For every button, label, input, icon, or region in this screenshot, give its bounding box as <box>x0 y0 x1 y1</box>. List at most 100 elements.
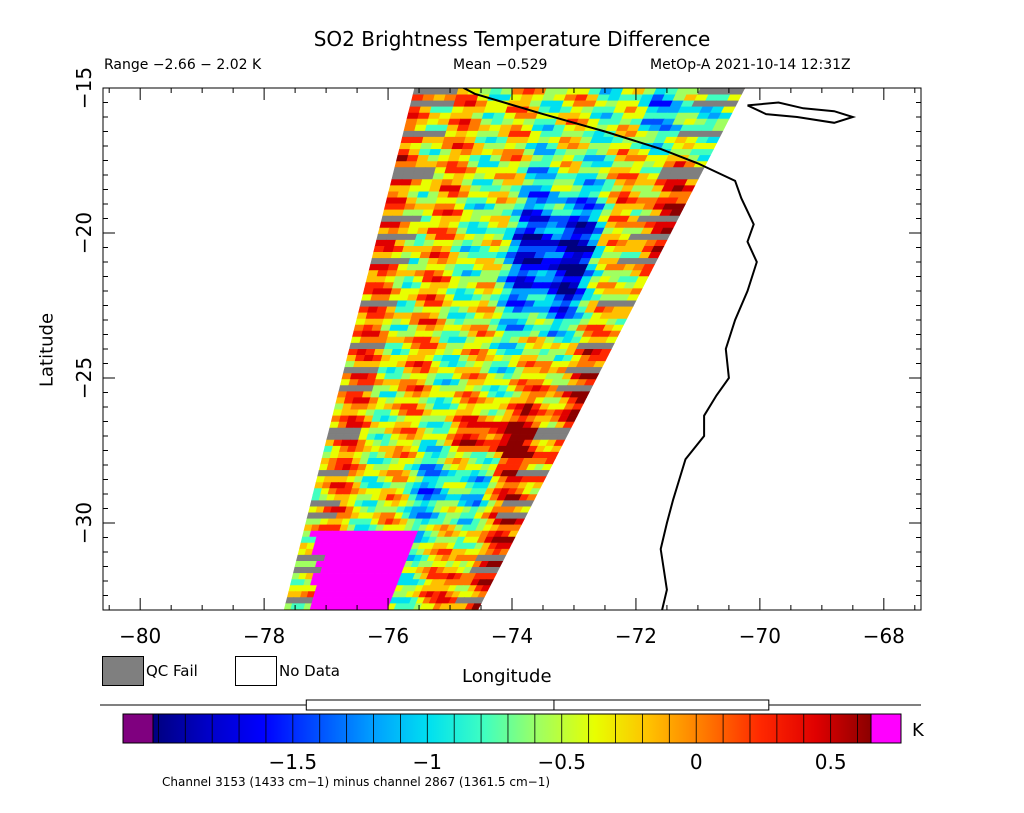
mean-text: Mean −0.529 <box>453 57 548 73</box>
x-axis-label: Longitude <box>462 666 552 687</box>
swath-cell <box>573 71 586 77</box>
colorbar-tick-label: −1.5 <box>269 750 318 774</box>
swath-cell <box>398 185 411 193</box>
swath-cell <box>432 609 440 610</box>
colorbar-tick-label: −1 <box>413 750 442 774</box>
swath-cell <box>451 143 465 150</box>
swath-cell <box>428 149 442 156</box>
qc-fail-swatch <box>102 656 144 686</box>
swath-cell <box>695 71 709 77</box>
y-tick-label: −15 <box>72 67 96 109</box>
swath-cell <box>417 112 431 120</box>
swath-cell <box>432 94 447 102</box>
swath-cell <box>401 173 415 180</box>
swath-cell <box>451 106 465 114</box>
swath-cell <box>584 71 597 77</box>
swath-cell <box>420 100 434 108</box>
swath-cell <box>406 155 420 162</box>
swath-cell <box>471 609 479 610</box>
swath-cell <box>493 77 506 83</box>
swath-cell <box>409 100 423 108</box>
swath-cell <box>415 161 428 168</box>
swath-cell <box>438 77 451 83</box>
swath-cell <box>408 185 422 193</box>
swath-cell <box>416 77 429 83</box>
swath-cell <box>405 118 419 126</box>
swath-cell <box>422 173 435 180</box>
swath-cell <box>395 155 409 162</box>
swath-cell <box>453 136 467 144</box>
swath-cell <box>435 124 449 132</box>
swath-cell <box>717 71 731 77</box>
x-tick-label: −78 <box>243 624 285 648</box>
swath-cell <box>706 71 720 77</box>
swath-cell <box>728 71 742 77</box>
swath-cell <box>714 77 728 83</box>
no-data-swatch <box>235 656 277 686</box>
swath-cell <box>431 100 445 108</box>
swath-cell <box>380 609 388 610</box>
colorbar-unit: K <box>912 720 924 741</box>
channel-footnote: Channel 3153 (1433 cm−1) minus channel 2… <box>162 775 551 789</box>
swath-cell <box>409 143 423 150</box>
swath-cell <box>385 233 398 241</box>
swath-cell <box>426 118 440 126</box>
swath-cell <box>359 300 371 308</box>
colorbar-gradient <box>152 713 872 744</box>
swath-cell <box>283 609 292 610</box>
swath-cell <box>692 77 706 83</box>
swath-cell <box>412 609 421 610</box>
swath-cell <box>484 71 497 77</box>
swath-cell <box>504 77 517 83</box>
swath-cell <box>429 106 443 114</box>
swath-cell <box>662 71 676 77</box>
x-tick-label: −68 <box>863 624 905 648</box>
swath-cell <box>640 71 654 77</box>
swath-cell <box>437 118 451 126</box>
no-data-label: No Data <box>279 662 340 680</box>
swath-cell <box>374 239 387 247</box>
swath-cell <box>423 130 437 138</box>
swath-cell <box>403 167 416 174</box>
swath-cell <box>442 100 456 108</box>
swath-cell <box>506 71 519 77</box>
swath-cell <box>440 143 454 150</box>
swath-cell <box>434 88 448 96</box>
swath-cell <box>549 77 562 83</box>
swath-cell <box>462 106 476 114</box>
x-tick-label: −74 <box>491 624 533 648</box>
swath-cell <box>400 179 413 186</box>
swath-cell <box>402 130 415 138</box>
swath-cell <box>394 161 408 168</box>
swath-cell <box>629 71 643 77</box>
swath-cell <box>392 167 406 174</box>
swath-cell <box>410 179 423 186</box>
swath-cell <box>399 609 408 610</box>
swath-cell <box>418 71 431 77</box>
swath-cell <box>377 227 390 235</box>
swath-cell <box>388 185 401 193</box>
swath-cell <box>427 77 440 83</box>
swath-cell <box>421 136 435 144</box>
swath-cell <box>328 609 337 610</box>
swath-cell <box>462 71 475 77</box>
swath-cell <box>413 167 427 174</box>
swath-cell <box>411 136 424 144</box>
swath-cell <box>463 100 478 108</box>
swath-cell <box>460 77 473 83</box>
x-tick-label: −80 <box>119 624 161 648</box>
swath-cell <box>438 112 452 120</box>
swath-cell <box>482 77 495 83</box>
swath-cell <box>361 609 369 610</box>
swath-cell <box>335 609 343 610</box>
swath-cell <box>412 130 426 138</box>
x-tick-label: −76 <box>367 624 409 648</box>
swath-cell <box>606 71 620 77</box>
swath-cell <box>424 124 438 132</box>
swath-cell <box>395 197 408 205</box>
swath-cell <box>470 112 485 120</box>
colorbar-over-swatch <box>870 713 902 744</box>
swath-cell <box>442 136 456 144</box>
colorbar-tick-label: 0 <box>690 750 703 774</box>
